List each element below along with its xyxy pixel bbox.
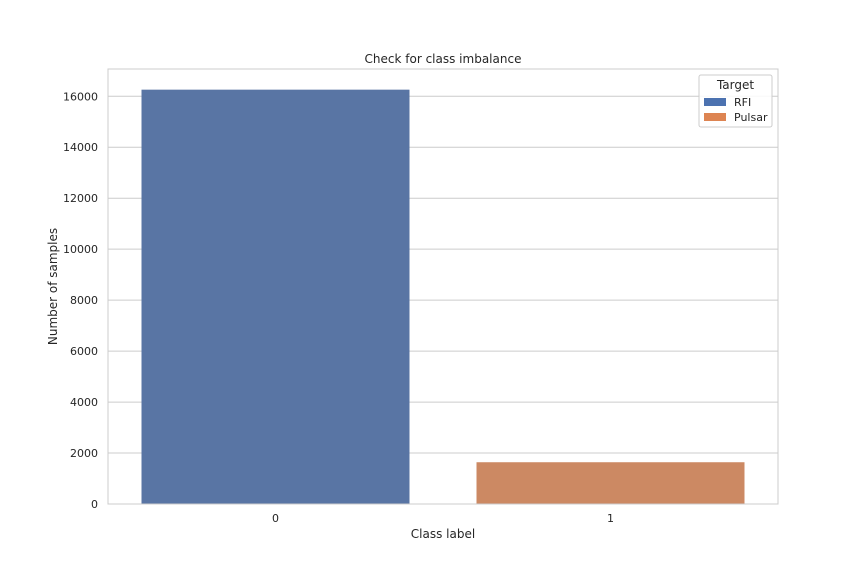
y-tick-labels: 0 2000 4000 6000 8000 10000 12000 14000 16000 [63,90,98,511]
y-tick-label: 12000 [63,192,98,205]
legend-swatch [704,113,726,121]
legend-label: Pulsar [734,111,768,124]
x-tick-label: 0 [272,512,279,525]
legend: Target RFI Pulsar [698,74,773,128]
x-axis-label: Class label [411,527,475,541]
y-tick-label: 2000 [70,447,98,460]
bar-rfi [141,89,410,504]
y-tick-label: 8000 [70,294,98,307]
legend-label: RFI [734,96,751,109]
y-tick-label: 16000 [63,90,98,103]
plot-frame [107,68,779,505]
legend-swatch [704,98,726,106]
y-tick-label: 10000 [63,243,98,256]
bars [141,89,745,504]
y-tick-label: 4000 [70,396,98,409]
y-tick-label: 6000 [70,345,98,358]
bar-pulsar [476,462,745,504]
y-tick-label: 0 [91,498,98,511]
y-tick-label: 14000 [63,141,98,154]
legend-title: Target [716,78,754,92]
x-tick-label: 1 [607,512,614,525]
y-axis-label: Number of samples [46,228,60,345]
chart-title: Check for class imbalance [365,52,522,66]
